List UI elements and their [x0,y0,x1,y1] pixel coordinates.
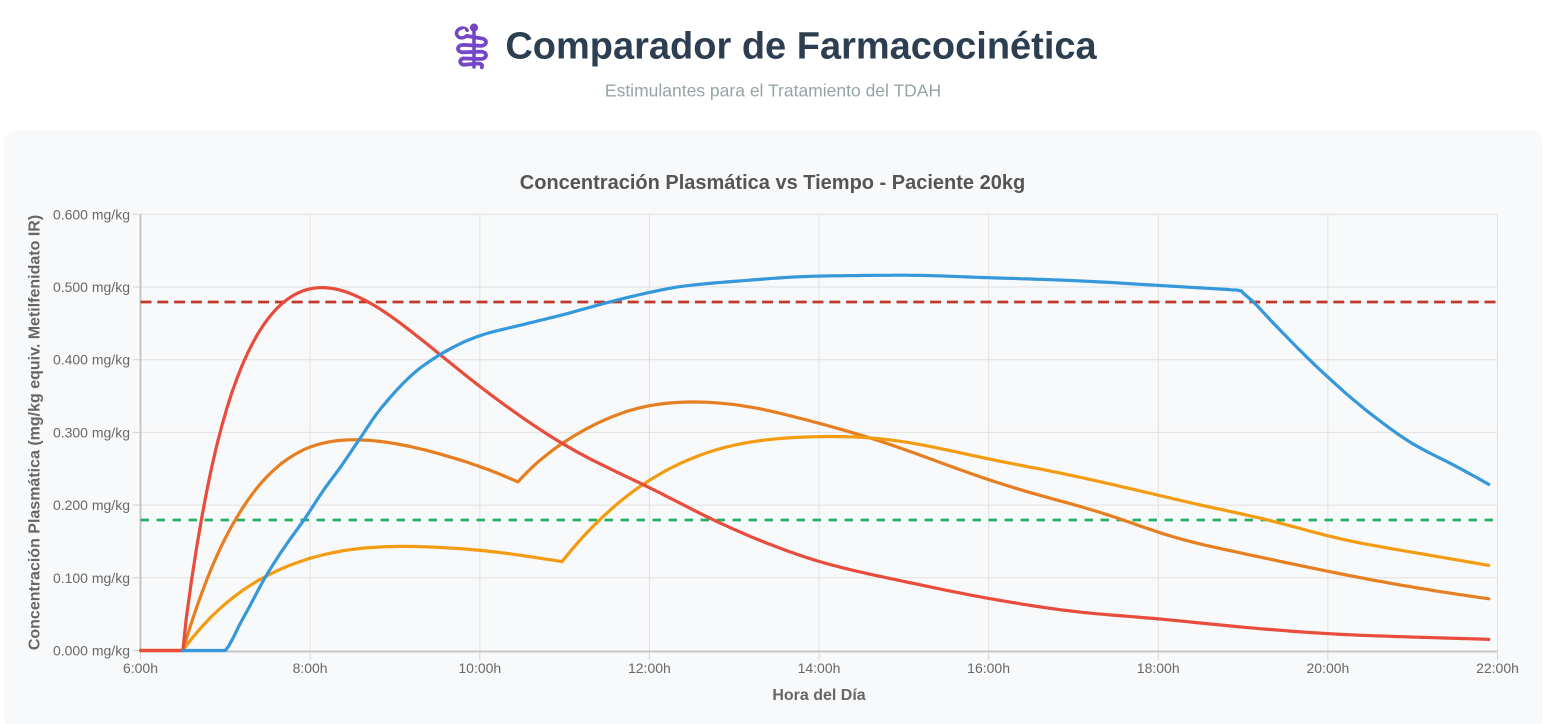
svg-text:Concentración Plasmática vs Ti: Concentración Plasmática vs Tiempo - Pac… [520,172,1025,194]
svg-text:16:00h: 16:00h [967,660,1010,676]
svg-text:0.300 mg/kg: 0.300 mg/kg [53,424,130,440]
svg-text:Concentración Plasmática (mg/k: Concentración Plasmática (mg/kg equiv. M… [27,215,44,650]
svg-text:8:00h: 8:00h [293,660,328,676]
svg-text:Hora del Día: Hora del Día [772,687,865,704]
svg-text:Estimulantes para el Tratamien: Estimulantes para el Tratamiento del TDA… [605,81,941,101]
svg-text:0.100 mg/kg: 0.100 mg/kg [53,570,130,586]
svg-text:0.200 mg/kg: 0.200 mg/kg [53,497,130,513]
svg-text:0.500 mg/kg: 0.500 mg/kg [53,279,130,295]
svg-text:6:00h: 6:00h [123,660,158,676]
svg-text:18:00h: 18:00h [1137,660,1180,676]
svg-text:20:00h: 20:00h [1306,660,1349,676]
svg-text:Comparador de Farmacocinética: Comparador de Farmacocinética [505,26,1097,68]
svg-text:0.600 mg/kg: 0.600 mg/kg [53,206,130,222]
svg-text:10:00h: 10:00h [458,660,501,676]
svg-text:22:00h: 22:00h [1476,660,1519,676]
svg-text:14:00h: 14:00h [798,660,841,676]
svg-text:0.000 mg/kg: 0.000 mg/kg [53,643,130,659]
svg-text:0.400 mg/kg: 0.400 mg/kg [53,352,130,368]
svg-text:12:00h: 12:00h [628,660,671,676]
